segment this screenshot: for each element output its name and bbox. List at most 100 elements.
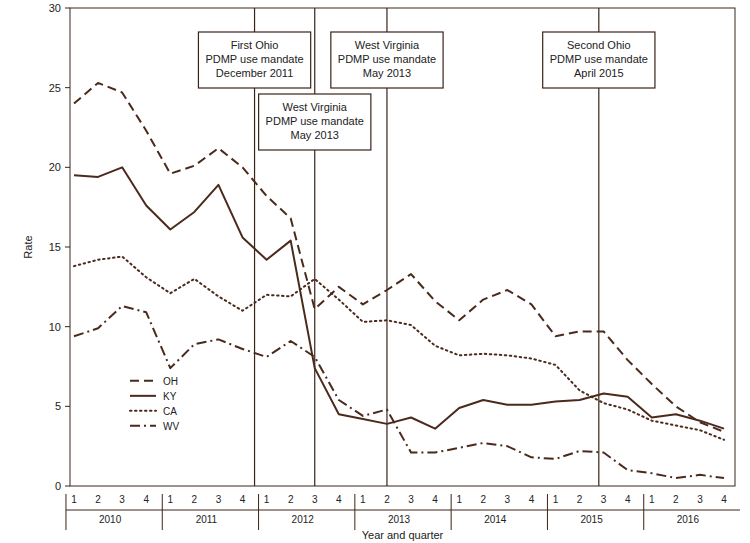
annotation-text: May 2013 [363,67,411,79]
legend-swatch [130,380,156,382]
x-tick-label: 1 [456,494,462,505]
annotation-text: West Virginia [355,39,420,51]
y-tick-label: 10 [49,321,61,333]
y-tick [65,326,70,327]
x-tick-label: 2 [384,494,390,505]
x-tick-label: 4 [143,494,149,505]
legend: OH KY CA WV [130,376,179,432]
x-tick-label: 1 [168,494,174,505]
year-bracket [451,510,547,511]
x-tick-label: 3 [697,494,703,505]
x-tick-label: 4 [240,494,246,505]
annotation: West Virginia PDMP use mandate May 2013 [259,94,371,150]
annotation-text: First Ohio [231,39,279,51]
annotation-text: April 2015 [574,67,624,79]
annotation-box [198,32,310,88]
x-tick-label: 1 [553,494,559,505]
y-tick [65,247,70,248]
year-bracket [162,510,258,511]
annotation-text: PDMP use mandate [266,115,364,127]
year-bracket [355,510,451,511]
y-tick-label: 25 [49,82,61,94]
annotation-text: West Virginia [283,101,348,113]
x-tick-label: 1 [649,494,655,505]
x-tick-label: 3 [408,494,414,505]
y-tick-label: 20 [49,161,61,173]
legend-label: OH [163,376,178,387]
y-axis-label: Rate [22,235,34,258]
legend-label: KY [163,391,177,402]
annotation-text: PDMP use mandate [338,53,436,65]
year-bracket [66,510,162,511]
series-line [74,306,724,478]
year-divider [258,494,259,530]
x-tick-label: 2 [192,494,198,505]
annotation-text: Second Ohio [567,39,631,51]
annotation: West Virginia PDMP use mandate May 2013 [331,32,443,88]
y-tick-label: 5 [55,400,61,412]
annotation-text: May 2013 [291,129,339,141]
series-line [74,257,724,440]
x-tick-label: 2 [673,494,679,505]
x-tick-label: 2 [95,494,101,505]
annotation-text: PDMP use mandate [205,53,303,65]
x-tick-label: 4 [529,494,535,505]
series-line [74,167,724,428]
year-divider [65,494,66,530]
x-tick-label: 3 [119,494,125,505]
legend-label: CA [163,406,177,417]
x-tick-label: 3 [216,494,222,505]
year-divider [354,494,355,530]
year-label: 2012 [292,514,315,525]
x-tick-label: 4 [721,494,727,505]
chart: 0 5 10 15 20 25 30 Rate 1 2 3 4 1 2 3 4 1 2 3 4 1 2 3 4 1 2 3 4 1 2 3 4… [0,0,750,543]
y-tick [65,486,70,487]
x-axis-label: Year and quarter [362,529,444,541]
y-tick [65,406,70,407]
annotation-box [259,94,371,150]
legend-swatch [130,410,156,412]
y-tick-label: 15 [49,241,61,253]
annotation: First Ohio PDMP use mandate December 2011 [198,32,310,88]
year-label: 2015 [580,514,603,525]
y-tick [65,87,70,88]
legend-label: WV [163,421,179,432]
annotation-text: December 2011 [216,67,293,79]
x-tick-label: 3 [312,494,318,505]
year-label: 2014 [484,514,507,525]
legend-swatch [130,425,156,427]
annotation: Second Ohio PDMP use mandate April 2015 [543,32,655,88]
plot-frame [70,8,735,486]
year-divider [547,494,548,530]
year-bracket [259,510,355,511]
annotation-line [314,8,315,486]
x-tick-label: 1 [71,494,77,505]
series-line [74,83,724,432]
year-label: 2011 [196,514,218,525]
x-tick-label: 2 [577,494,583,505]
y-tick [65,167,70,168]
year-label: 2016 [677,514,700,525]
x-tick-label: 2 [480,494,486,505]
legend-swatch [130,395,156,397]
year-label: 2013 [388,514,411,525]
year-divider [643,494,644,530]
year-bracket [644,510,740,511]
y-tick-label: 0 [55,480,61,492]
x-tick-label: 1 [360,494,366,505]
annotation-text: PDMP use mandate [550,53,648,65]
x-tick-label: 2 [288,494,294,505]
year-label: 2010 [99,514,122,525]
annotation-box [331,32,443,88]
x-tick-label: 4 [336,494,342,505]
year-divider [451,494,452,530]
x-tick-label: 3 [505,494,511,505]
annotation-box [543,32,655,88]
x-tick-label: 3 [601,494,607,505]
x-tick-label: 4 [625,494,631,505]
year-divider [162,494,163,530]
y-tick [65,8,70,9]
year-bracket [547,510,643,511]
y-tick-label: 30 [49,2,61,14]
x-tick-label: 1 [264,494,270,505]
